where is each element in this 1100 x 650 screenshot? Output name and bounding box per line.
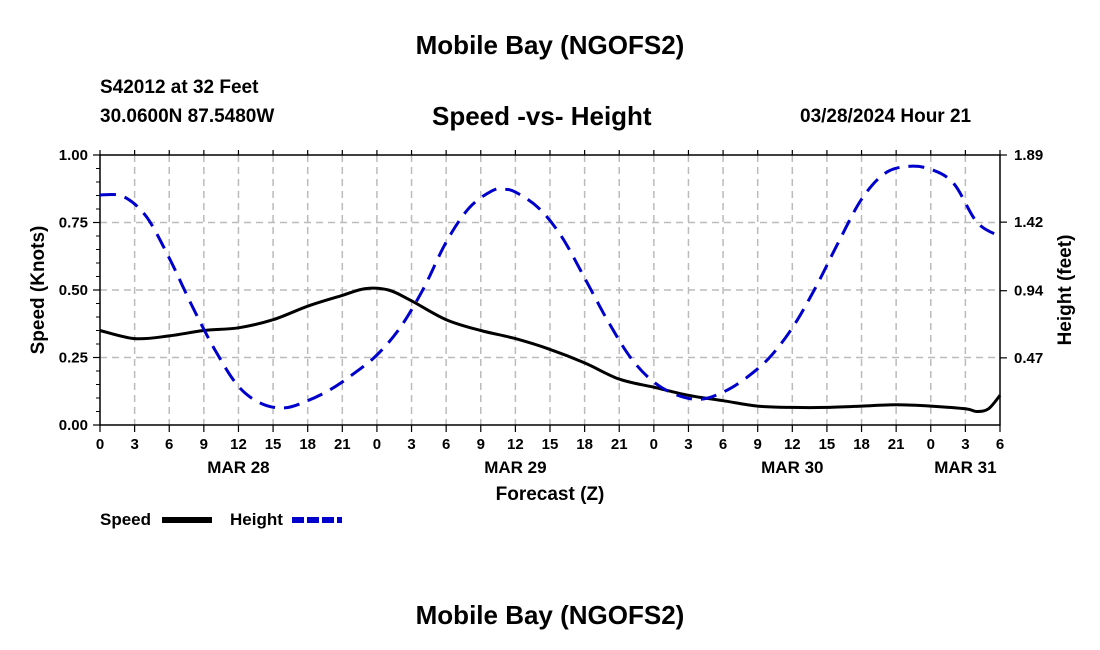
x-tick-label: 9 — [200, 436, 208, 453]
coordinates-label: 30.0600N 87.5480W — [100, 106, 275, 127]
forecast-datetime: 03/28/2024 Hour 21 — [800, 106, 972, 127]
y2-tick-label: 0.47 — [1014, 350, 1043, 367]
y-tick-label: 1.00 — [59, 147, 88, 164]
x-tick-label: 6 — [442, 436, 450, 453]
x-date-label: MAR 28 — [207, 458, 269, 477]
chart-subtitle: Speed -vs- Height — [432, 101, 652, 131]
x-date-label: MAR 30 — [761, 458, 823, 477]
page-title: Mobile Bay (NGOFS2) — [415, 30, 685, 60]
x-tick-label: 9 — [477, 436, 485, 453]
y2-tick-label: 1.42 — [1014, 214, 1043, 231]
x-date-label: MAR 29 — [484, 458, 546, 477]
y2-tick-label: 1.89 — [1014, 147, 1043, 164]
legend-label-height: Height — [230, 510, 283, 529]
x-tick-label: 12 — [507, 436, 524, 453]
x-tick-label: 6 — [719, 436, 727, 453]
x-tick-label: 0 — [96, 436, 104, 453]
x-tick-label: 18 — [853, 436, 870, 453]
x-tick-label: 0 — [650, 436, 658, 453]
x-tick-label: 21 — [334, 436, 351, 453]
x-tick-label: 3 — [961, 436, 969, 453]
station-label: S42012 at 32 Feet — [100, 77, 259, 98]
x-tick-label: 18 — [299, 436, 316, 453]
y-tick-label: 0.50 — [59, 282, 88, 299]
x-tick-label: 15 — [265, 436, 282, 453]
y-axis-title: Speed (Knots) — [28, 226, 49, 355]
x-tick-label: 12 — [784, 436, 801, 453]
x-tick-label: 21 — [888, 436, 905, 453]
x-date-label: MAR 31 — [934, 458, 996, 477]
y2-axis-title: Height (feet) — [1055, 235, 1076, 346]
x-tick-label: 3 — [130, 436, 138, 453]
series-line-height — [99, 164, 1001, 410]
x-tick-label: 21 — [611, 436, 628, 453]
y-tick-label: 0.00 — [59, 417, 88, 434]
x-tick-label: 0 — [373, 436, 381, 453]
y-tick-label: 0.25 — [59, 350, 88, 367]
x-tick-label: 12 — [230, 436, 247, 453]
x-tick-label: 15 — [542, 436, 559, 453]
x-tick-label: 6 — [996, 436, 1004, 453]
series-line-speed — [99, 286, 1002, 413]
y-tick-label: 0.75 — [59, 215, 88, 232]
footer-title: Mobile Bay (NGOFS2) — [415, 600, 685, 630]
x-tick-label: 0 — [927, 436, 935, 453]
y2-tick-label: 0.94 — [1014, 283, 1044, 300]
x-axis-title: Forecast (Z) — [496, 484, 605, 505]
x-tick-label: 9 — [754, 436, 762, 453]
x-tick-label: 3 — [684, 436, 692, 453]
x-tick-label: 6 — [165, 436, 173, 453]
x-tick-label: 3 — [407, 436, 415, 453]
x-tick-label: 18 — [576, 436, 593, 453]
x-tick-label: 15 — [819, 436, 836, 453]
legend-label-speed: Speed — [100, 510, 151, 529]
